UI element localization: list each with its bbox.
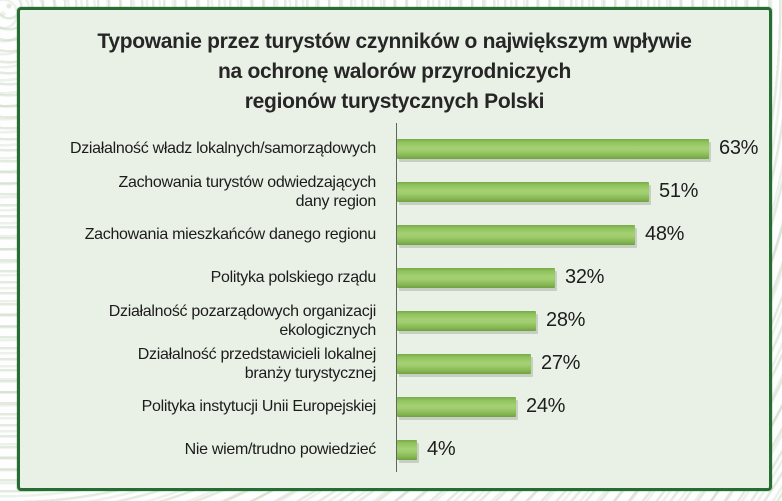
bar-category-label-line: dany region xyxy=(295,192,377,210)
bar xyxy=(397,181,649,202)
bar xyxy=(397,267,555,288)
chart-title-line-3: regionów turystycznych Polski xyxy=(244,90,545,113)
bar-category-label-line: Polityka instytucji Unii Europejskiej xyxy=(141,398,377,415)
chart-title-line-2: na ochronę walorów przyrodniczych xyxy=(218,60,571,83)
bar-value-label: 48% xyxy=(645,223,685,245)
bar xyxy=(397,396,516,417)
bar xyxy=(397,224,635,245)
bar xyxy=(397,138,709,159)
bar-chart: Działalność władz lokalnych/samorządowyc… xyxy=(20,127,763,471)
bar-category-label: Zachowania mieszkańców danego regionu xyxy=(20,225,396,244)
bar-category-label: Polityka instytucji Unii Europejskiej xyxy=(20,397,396,416)
bar-value-label: 51% xyxy=(659,180,699,202)
bar-row: Polityka polskiego rządu 32% xyxy=(20,256,763,299)
bar-category-label: Polityka polskiego rządu xyxy=(20,268,396,287)
bar-category-label-line: Zachowania turystów odwiedzających xyxy=(118,173,377,191)
chart-panel: Typowanie przez turystów czynników o naj… xyxy=(17,7,772,491)
bar-row: Zachowania turystów odwiedzających dany r… xyxy=(20,170,763,213)
bar xyxy=(397,353,531,374)
bar-category-label: Działalność pozarządowych organizacji eko… xyxy=(20,302,396,340)
bar-value-label: 24% xyxy=(526,395,566,417)
bar-track: 63% xyxy=(396,137,763,160)
bar-value-label: 28% xyxy=(546,309,586,331)
bar-category-label: Nie wiem/trudno powiedzieć xyxy=(20,440,396,459)
bar-category-label-line: branży turystycznej xyxy=(244,364,377,382)
bar-category-label-line: Nie wiem/trudno powiedzieć xyxy=(184,441,377,458)
category-axis-line xyxy=(396,123,397,472)
bar-category-label: Działalność przedstawicieli lokalnej bran… xyxy=(20,345,396,383)
bar-track: 32% xyxy=(396,266,763,289)
bar-category-label-line: Działalność przedstawicieli lokalnej xyxy=(137,345,377,363)
bar-row: Polityka instytucji Unii Europejskiej 24% xyxy=(20,385,763,428)
bar-row: Działalność władz lokalnych/samorządowyc… xyxy=(20,127,763,170)
bar-row: Zachowania mieszkańców danego regionu 48% xyxy=(20,213,763,256)
bar-track: 4% xyxy=(396,438,763,461)
bar-track: 28% xyxy=(396,309,763,332)
bar-value-label: 32% xyxy=(565,266,605,288)
chart-title: Typowanie przez turystów czynników o naj… xyxy=(20,27,769,117)
bar-category-label-line: Polityka polskiego rządu xyxy=(210,269,377,286)
bar-category-label-line: ekologicznych xyxy=(279,321,376,339)
bar-track: 24% xyxy=(396,395,763,418)
bar-track: 48% xyxy=(396,223,763,246)
bar-category-label-line: Działalność pozarządowych organizacji xyxy=(108,302,377,320)
bar-row: Nie wiem/trudno powiedzieć 4% xyxy=(20,428,763,471)
bar-value-label: 63% xyxy=(719,137,759,159)
bar-track: 27% xyxy=(396,352,763,375)
bar-track: 51% xyxy=(396,180,763,203)
bar-row: Działalność pozarządowych organizacji eko… xyxy=(20,299,763,342)
bar-category-label: Działalność władz lokalnych/samorządowyc… xyxy=(20,139,396,158)
bar-value-label: 4% xyxy=(427,438,456,460)
chart-title-line-1: Typowanie przez turystów czynników o naj… xyxy=(97,30,692,53)
bar-category-label: Zachowania turystów odwiedzających dany r… xyxy=(20,173,396,211)
bar-row: Działalność przedstawicieli lokalnej bran… xyxy=(20,342,763,385)
bar-category-label-line: Działalność władz lokalnych/samorządowyc… xyxy=(69,140,376,157)
bar xyxy=(397,310,536,331)
bar-value-label: 27% xyxy=(541,352,581,374)
bar xyxy=(397,439,417,460)
bar-category-label-line: Zachowania mieszkańców danego regionu xyxy=(84,226,377,243)
